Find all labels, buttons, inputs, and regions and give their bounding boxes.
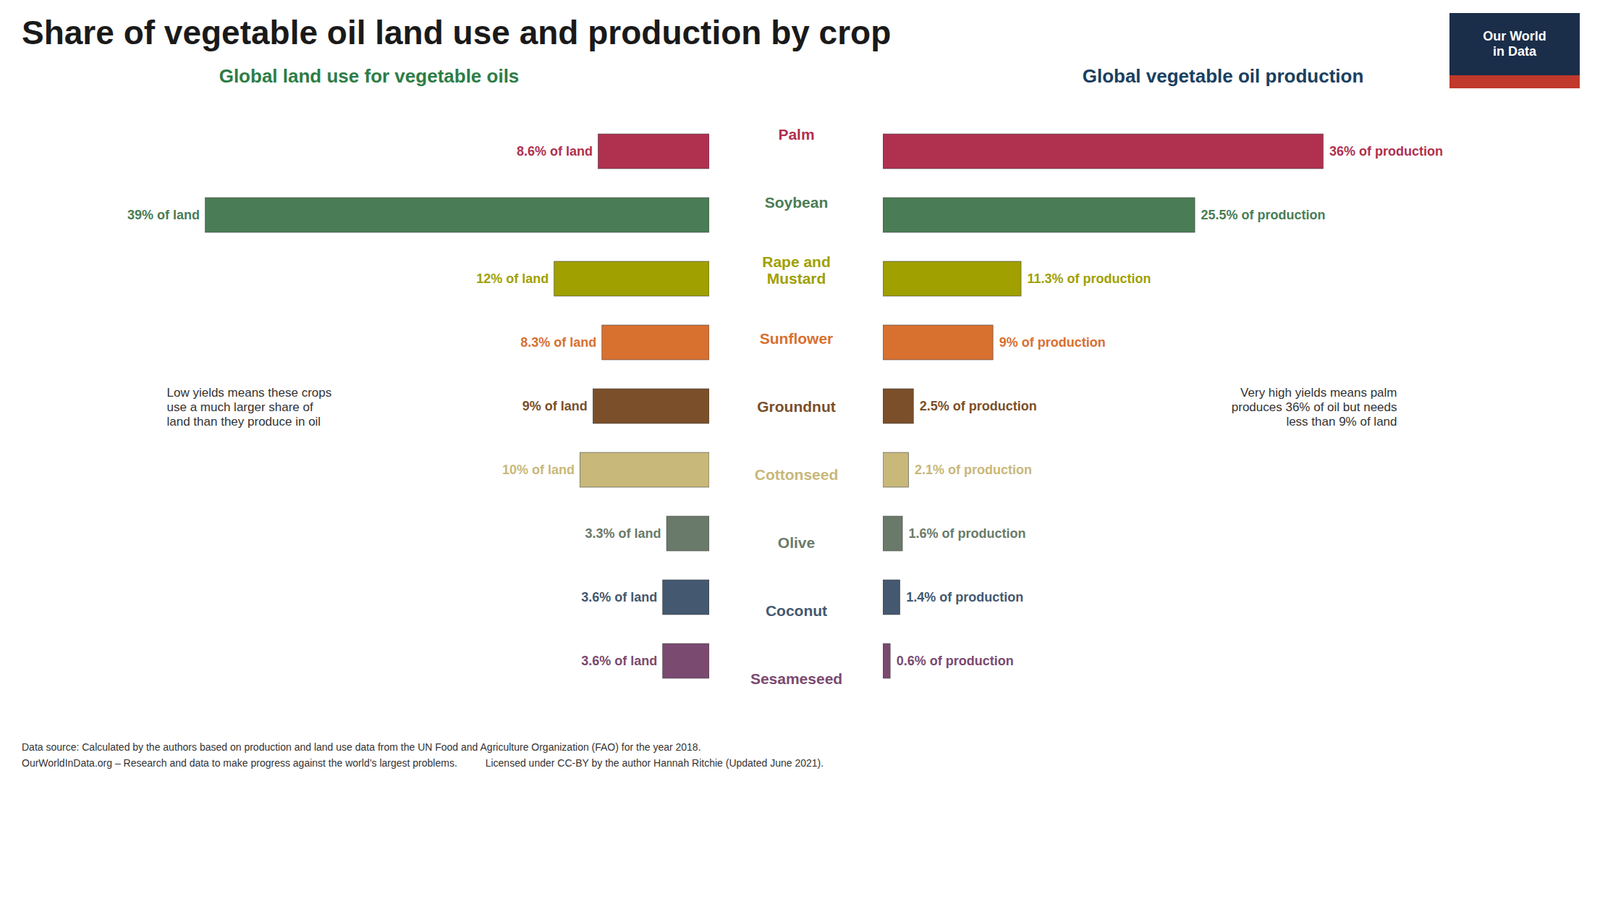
svg-text:8.3% of land: 8.3% of land: [520, 335, 597, 350]
svg-text:Sunflower: Sunflower: [759, 329, 834, 347]
svg-text:8.6% of land: 8.6% of land: [516, 144, 593, 159]
svg-text:Sesameseed: Sesameseed: [750, 670, 843, 687]
svg-text:Cottonseed: Cottonseed: [754, 466, 839, 483]
svg-text:39% of land: 39% of land: [127, 207, 200, 223]
svg-text:9% of production: 9% of production: [999, 335, 1106, 350]
html-text:Data source: Calculated by the: Data source: Calculated by the authors b…: [21, 741, 701, 753]
svg-text:2.5% of production: 2.5% of production: [919, 398, 1037, 414]
svg-text:0.6% of production: 0.6% of production: [896, 653, 1014, 668]
svg-text:2.1% of production: 2.1% of production: [914, 462, 1032, 477]
svg-text:3.6% of land: 3.6% of land: [581, 589, 658, 605]
svg-text:3.3% of land: 3.3% of land: [585, 526, 662, 541]
html-text:Our World in Data: Our World in Data: [1482, 28, 1547, 59]
svg-text:12% of land: 12% of land: [476, 271, 549, 286]
svg-text:Low yields means these cropsus: Low yields means these cropsuse a much l…: [167, 385, 333, 430]
svg-text:Olive: Olive: [777, 534, 815, 551]
svg-text:Rape andMustard: Rape andMustard: [762, 253, 831, 287]
html-text:OurWorldInData.org – Research: OurWorldInData.org – Research and data t…: [21, 756, 824, 769]
svg-text:25.5% of production: 25.5% of production: [1201, 207, 1326, 223]
html-text:Share of vegetable oil land us: Share of vegetable oil land use and prod…: [21, 13, 892, 52]
svg-text:Coconut: Coconut: [765, 602, 828, 619]
svg-text:3.6% of land: 3.6% of land: [581, 653, 658, 668]
html-text:Global vegetable oil productio: Global vegetable oil production: [1082, 65, 1364, 87]
svg-text:10% of land: 10% of land: [502, 462, 575, 477]
html-text:Global land use for vegetable: Global land use for vegetable oils: [219, 65, 520, 87]
svg-text:Palm: Palm: [777, 125, 815, 143]
svg-text:1.4% of production: 1.4% of production: [906, 589, 1024, 605]
svg-text:Groundnut: Groundnut: [756, 398, 836, 415]
svg-text:11.3% of production: 11.3% of production: [1027, 271, 1152, 286]
svg-text:36% of production: 36% of production: [1329, 144, 1443, 159]
svg-text:1.6% of production: 1.6% of production: [908, 526, 1027, 541]
svg-text:Very high yields means palmpro: Very high yields means palmproduces 36% …: [1231, 385, 1398, 430]
svg-text:9% of land: 9% of land: [522, 398, 588, 414]
svg-text:Soybean: Soybean: [764, 193, 829, 211]
